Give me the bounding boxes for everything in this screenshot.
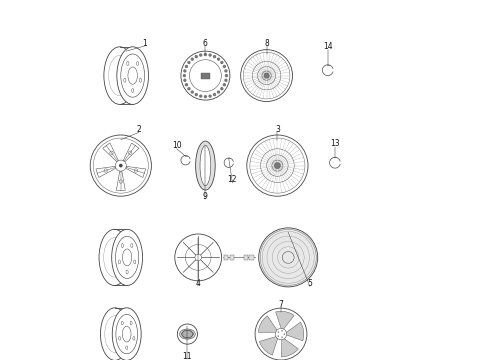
Text: 9: 9 (203, 192, 208, 201)
Ellipse shape (196, 141, 215, 190)
Circle shape (204, 96, 206, 98)
Ellipse shape (241, 50, 293, 102)
Text: 8: 8 (264, 39, 269, 48)
Circle shape (214, 56, 216, 58)
Ellipse shape (117, 47, 148, 104)
Circle shape (284, 333, 285, 335)
Circle shape (281, 330, 283, 332)
Circle shape (191, 91, 193, 93)
Ellipse shape (99, 229, 130, 285)
Ellipse shape (182, 330, 193, 338)
Circle shape (196, 56, 197, 58)
Ellipse shape (255, 308, 307, 360)
Ellipse shape (259, 228, 318, 287)
Circle shape (225, 70, 227, 72)
Text: 3: 3 (275, 125, 280, 134)
Circle shape (184, 79, 186, 81)
Ellipse shape (104, 47, 136, 104)
Ellipse shape (90, 135, 151, 196)
Circle shape (188, 88, 190, 90)
Text: 11: 11 (183, 352, 192, 360)
Polygon shape (284, 322, 304, 341)
Ellipse shape (112, 229, 143, 285)
Circle shape (223, 84, 225, 86)
Ellipse shape (179, 329, 195, 339)
Ellipse shape (175, 234, 221, 281)
Text: 2: 2 (136, 125, 141, 134)
Text: 14: 14 (323, 42, 333, 51)
Circle shape (214, 94, 216, 95)
Circle shape (200, 54, 202, 56)
Ellipse shape (190, 60, 221, 91)
Text: 4: 4 (196, 279, 200, 288)
Polygon shape (258, 316, 278, 332)
FancyBboxPatch shape (249, 255, 254, 260)
Ellipse shape (115, 160, 126, 171)
Circle shape (196, 94, 197, 95)
Circle shape (185, 66, 187, 67)
Circle shape (221, 62, 223, 63)
Ellipse shape (247, 135, 308, 196)
Circle shape (223, 66, 225, 67)
Circle shape (204, 54, 206, 55)
Polygon shape (276, 311, 294, 331)
Text: 7: 7 (278, 300, 283, 309)
Circle shape (278, 336, 279, 337)
Ellipse shape (195, 254, 201, 261)
Circle shape (221, 88, 223, 90)
FancyBboxPatch shape (201, 72, 210, 79)
Circle shape (209, 95, 211, 97)
Ellipse shape (264, 73, 269, 78)
Ellipse shape (100, 308, 129, 360)
Text: 6: 6 (203, 39, 208, 48)
Circle shape (218, 91, 220, 93)
FancyBboxPatch shape (224, 255, 228, 260)
Text: 12: 12 (228, 175, 237, 184)
Circle shape (209, 54, 211, 56)
Ellipse shape (177, 324, 197, 344)
Circle shape (218, 58, 220, 60)
Circle shape (191, 58, 193, 60)
Circle shape (185, 84, 187, 86)
Ellipse shape (200, 145, 211, 186)
Polygon shape (281, 337, 298, 357)
Text: 5: 5 (307, 279, 312, 288)
Ellipse shape (275, 328, 287, 340)
Circle shape (184, 70, 186, 72)
Circle shape (188, 62, 190, 63)
Ellipse shape (181, 51, 230, 100)
Circle shape (200, 95, 202, 97)
Circle shape (281, 337, 283, 338)
Circle shape (278, 332, 279, 333)
Circle shape (225, 79, 227, 81)
Circle shape (225, 75, 227, 77)
Ellipse shape (274, 162, 280, 168)
Text: 1: 1 (142, 39, 147, 48)
FancyBboxPatch shape (229, 255, 234, 260)
Circle shape (183, 75, 185, 77)
Text: 13: 13 (330, 139, 340, 148)
FancyBboxPatch shape (244, 255, 248, 260)
Polygon shape (259, 336, 278, 355)
Ellipse shape (119, 164, 122, 167)
Ellipse shape (112, 308, 141, 360)
Text: 10: 10 (172, 141, 181, 150)
